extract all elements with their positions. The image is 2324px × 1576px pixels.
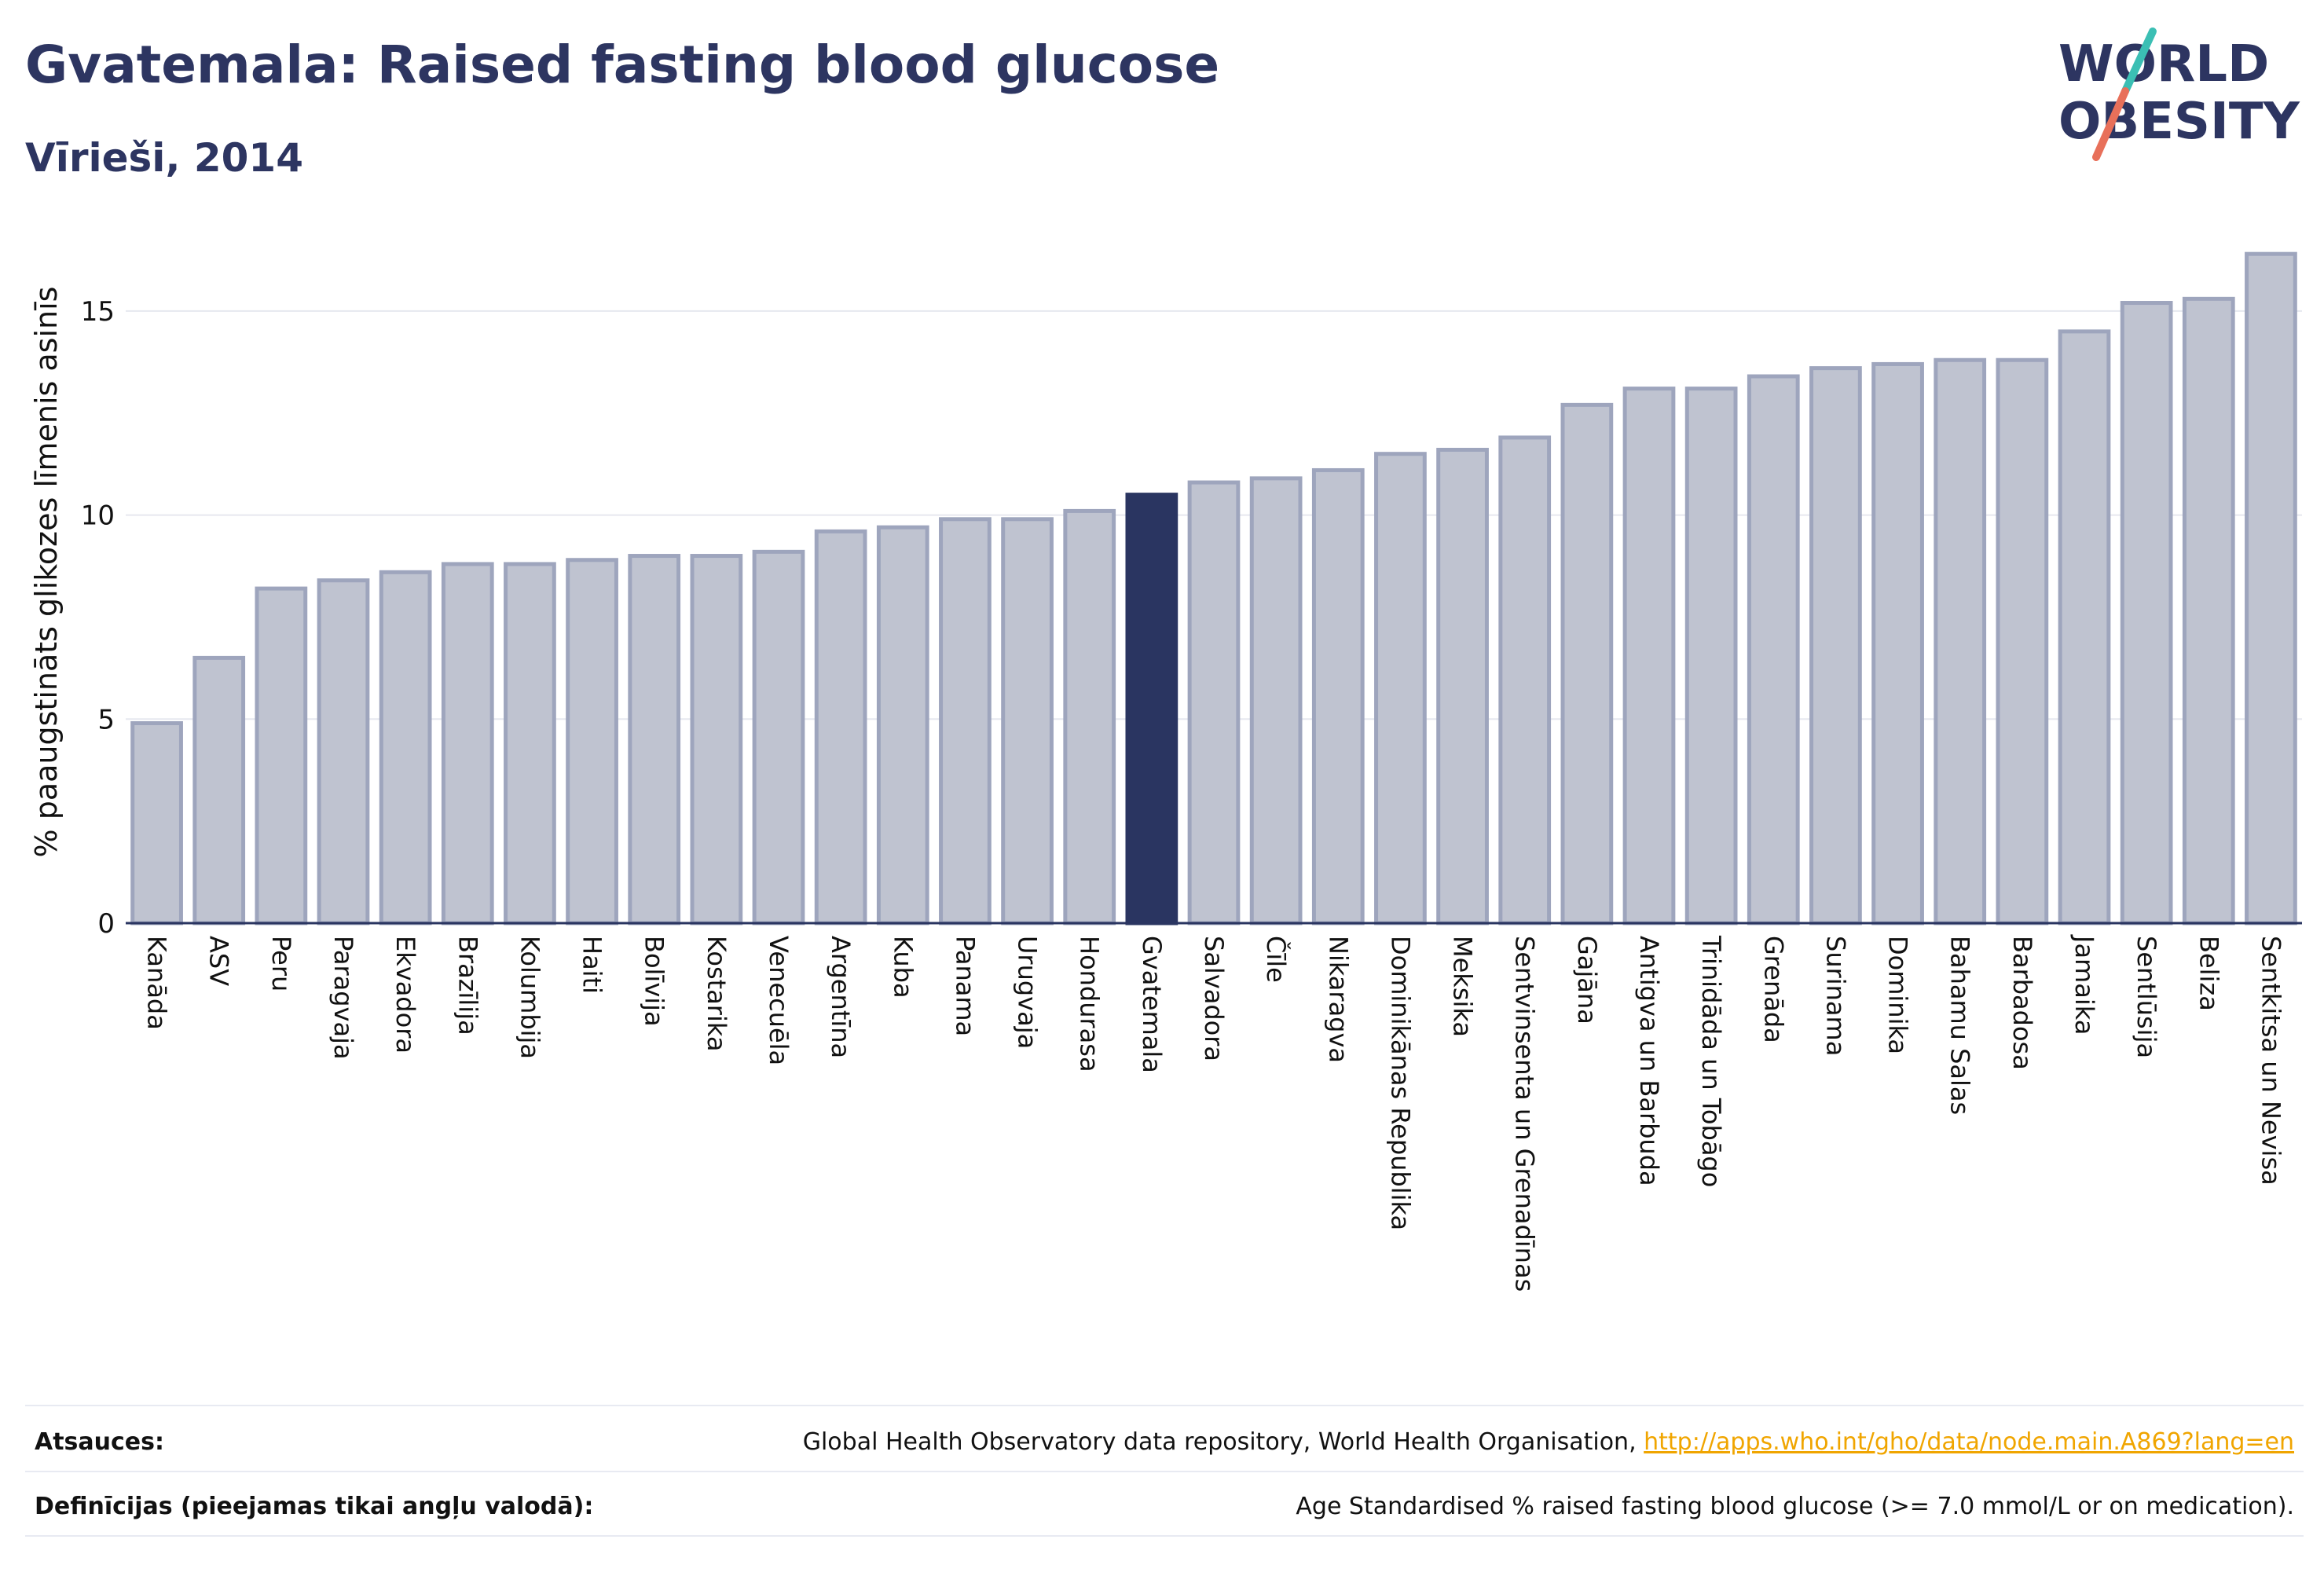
x-tick-label: Gajāna [1572, 936, 1602, 1024]
bar-Haiti [566, 558, 618, 925]
definitions-label: Definīcijas (pieejamas tikai angļu valod… [35, 1493, 594, 1520]
x-tick-label: Grenāda [1758, 936, 1788, 1043]
x-tick-label: Beliza [2194, 936, 2223, 1011]
bar-Meksika [1436, 448, 1489, 925]
bar-Sentvinsenta un Grenadīnas [1498, 435, 1552, 925]
x-tick-label: Jamaika [2069, 934, 2099, 1035]
bars [130, 251, 2297, 925]
logo-word-world: WORLD [2058, 35, 2269, 93]
bar-Salvadora [1187, 480, 1241, 925]
x-tick-label: Brazīlija [453, 936, 482, 1035]
bar-Nikaragva [1311, 467, 1365, 925]
x-tick-label: Dominika [1883, 936, 1913, 1054]
x-tick-label: Hondurasa [1075, 936, 1105, 1072]
bar-ASV [192, 655, 246, 925]
x-tick-label: Urugvaja [1013, 936, 1043, 1049]
bar-Peru [255, 586, 308, 925]
footer-divider-top [25, 1405, 2304, 1406]
bar-Dominika [1871, 361, 1924, 925]
sources-link[interactable]: http://apps.who.int/gho/data/node.main.A… [1644, 1428, 2294, 1456]
bar-Barbadosa [1996, 357, 2049, 925]
footer-divider-bottom [25, 1535, 2304, 1537]
bar-Gajāna [1560, 402, 1614, 925]
bar-Antigva un Barbuda [1622, 387, 1676, 925]
bar-Urugvaja [1001, 517, 1054, 925]
x-tick-label: Kanāda [142, 936, 172, 1030]
x-tick-label: Kostarika [702, 936, 731, 1051]
x-tick-label: Sentvinsenta un Grenadīnas [1510, 936, 1540, 1292]
x-tick-label: Bahamu Salas [1945, 936, 1975, 1115]
x-tick-label: Gvatemala [1137, 936, 1167, 1073]
x-tick-label: Čīle [1261, 936, 1292, 983]
x-tick-label: Paragvaja [328, 936, 358, 1060]
bar-Brazīlija [441, 562, 494, 925]
bar-Bahamu Salas [1934, 357, 1987, 925]
x-tick-label: Dominikānas Republika [1385, 936, 1415, 1230]
y-tick-label: 5 [97, 704, 115, 735]
x-tick-label: Barbadosa [2007, 936, 2037, 1070]
x-tick-label: Salvadora [1199, 936, 1229, 1061]
x-tick-label: Trinidāda un Tobāgo [1696, 935, 1726, 1187]
definitions-text: Age Standardised % raised fasting blood … [1296, 1493, 2294, 1520]
bar-Panama [939, 517, 992, 925]
y-tick-label: 0 [97, 908, 115, 940]
x-tick-label: Venecuēla [764, 936, 794, 1065]
bar-Sentlūsija [2120, 301, 2173, 925]
bar-Kanāda [130, 720, 183, 925]
y-axis-label: % paaugstināts glikozes līmenis asinīs [29, 287, 64, 858]
x-tick-label: Ekvadora [390, 936, 420, 1054]
x-tick-label: Panama [950, 936, 980, 1036]
x-tick-label: Nikaragva [1323, 936, 1353, 1063]
bar-Hondurasa [1063, 508, 1116, 925]
bar-Kostarika [690, 554, 743, 925]
x-tick-label: Bolīvija [640, 936, 669, 1027]
chart-subtitle: Vīrieši, 2014 [25, 135, 304, 181]
sources-citation: Global Health Observatory data repositor… [802, 1428, 1644, 1456]
bar-Beliza [2182, 296, 2235, 925]
chart-title: Gvatemala: Raised fasting blood glucose [25, 35, 1220, 95]
bar-Argentīna [814, 529, 867, 925]
x-tick-label: Antigva un Barbuda [1634, 936, 1664, 1186]
x-tick-label: Haiti [577, 936, 607, 994]
x-tick-label: ASV [204, 936, 234, 986]
world-obesity-logo: WORLD OBESITY [2058, 27, 2300, 161]
bar-Sentkitsa un Nevisa [2245, 251, 2297, 925]
x-tick-label: Kuba [888, 936, 918, 999]
bar-chart: 0 5 10 15 Kanāda ASV Peru Paragvaja Ekvadora Bra… [29, 251, 2302, 1292]
bar-Bolīvija [628, 554, 681, 925]
sources-text: Global Health Observatory data repositor… [803, 1428, 2294, 1456]
x-tick-label: Sentlūsija [2132, 936, 2161, 1058]
y-tick-labels: 0 5 10 15 [81, 296, 115, 940]
x-tick-labels: Kanāda ASV Peru Paragvaja Ekvadora Brazīlija K… [142, 934, 2286, 1292]
x-tick-label: Argentīna [826, 936, 856, 1058]
bar-Surinama [1809, 366, 1862, 925]
bar-Čīle [1249, 476, 1303, 925]
bar-Venecuēla [752, 549, 805, 925]
logo-slash-coral [2092, 87, 2129, 161]
footer-divider-middle [25, 1471, 2304, 1472]
bar-Trinidāda un Tobāgo [1684, 387, 1738, 925]
bar-Kuba [876, 525, 929, 925]
logo-slash-teal [2121, 27, 2157, 95]
x-tick-label: Peru [266, 936, 296, 991]
bar-Jamaika [2058, 329, 2111, 925]
x-tick-label: Sentkitsa un Nevisa [2256, 936, 2286, 1186]
bar-Grenāda [1747, 374, 1800, 925]
bar-Ekvadora [379, 570, 432, 925]
y-tick-label: 15 [81, 296, 115, 328]
x-tick-label: Surinama [1820, 936, 1850, 1056]
y-tick-label: 10 [81, 500, 115, 532]
bar-Dominikānas Republika [1374, 452, 1427, 925]
bar-Paragvaja [317, 578, 370, 925]
x-tick-label: Kolumbija [515, 936, 544, 1059]
x-tick-label: Meksika [1448, 936, 1478, 1037]
bar-Kolumbija [504, 562, 556, 925]
logo-word-obesity: OBESITY [2058, 93, 2300, 151]
bar-Gvatemala [1125, 493, 1178, 925]
sources-label: Atsauces: [35, 1428, 164, 1456]
